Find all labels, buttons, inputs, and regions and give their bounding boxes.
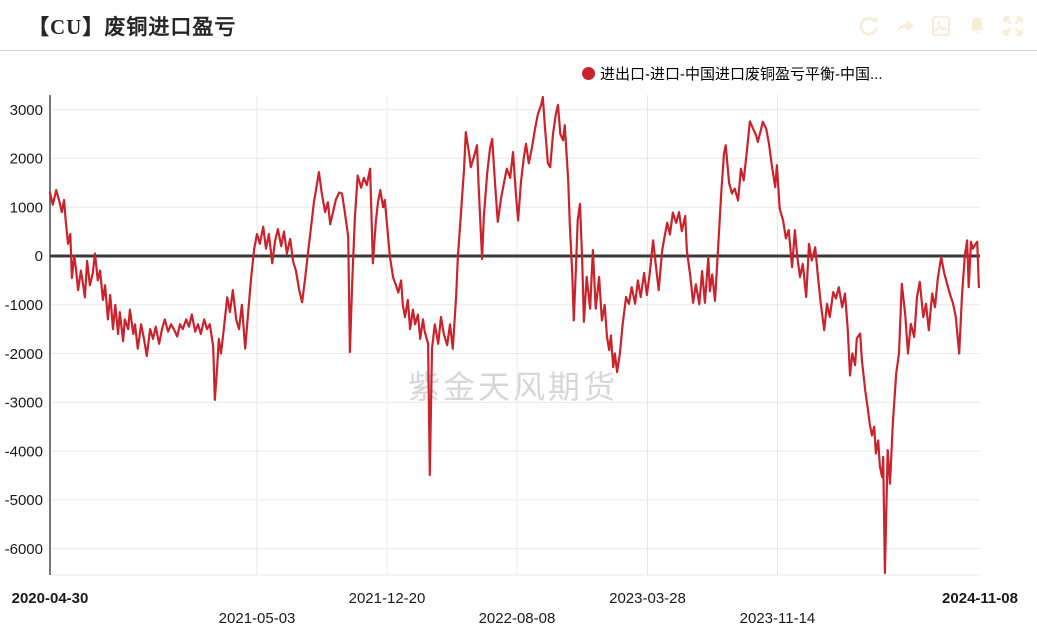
y-tick-label: -5000 (5, 492, 43, 509)
widget-header: 【CU】废铜进口盈亏 (0, 0, 1037, 51)
x-tick-label: 2024-11-08 (942, 590, 1018, 607)
legend-label: 进出口-进口-中国进口废铜盈亏平衡-中国... (600, 66, 883, 83)
y-tick-label: 2000 (10, 151, 43, 168)
series-line (48, 95, 980, 575)
x-tick-label: 2021-05-03 (219, 610, 296, 627)
x-tick-label: 2020-04-30 (12, 590, 89, 607)
y-tick-label: -1000 (5, 297, 43, 314)
toolbar (857, 14, 1025, 38)
page-title: 【CU】废铜进口盈亏 (28, 15, 237, 39)
bell-icon[interactable] (965, 14, 989, 38)
x-tick-label: 2023-11-14 (740, 610, 816, 627)
watermark: 紫金天风期货 (407, 369, 619, 405)
refresh-icon[interactable] (857, 14, 881, 38)
x-tick-label: 2021-12-20 (349, 590, 426, 607)
y-tick-label: -4000 (5, 443, 43, 460)
x-tick-label: 2022-08-08 (479, 610, 556, 627)
y-tick-label: -6000 (5, 541, 43, 558)
expand-icon[interactable] (1001, 14, 1025, 38)
legend-marker-icon (582, 67, 595, 80)
y-tick-label: 0 (35, 248, 43, 265)
image-icon[interactable] (929, 14, 953, 38)
y-tick-label: 3000 (10, 102, 43, 119)
legend-item[interactable]: 进出口-进口-中国进口废铜盈亏平衡-中国... (582, 63, 883, 84)
y-tick-label: 1000 (10, 199, 43, 216)
y-tick-label: -3000 (5, 395, 43, 412)
x-tick-label: 2023-03-28 (609, 590, 686, 607)
y-tick-label: -2000 (5, 346, 43, 363)
share-icon[interactable] (893, 14, 917, 38)
